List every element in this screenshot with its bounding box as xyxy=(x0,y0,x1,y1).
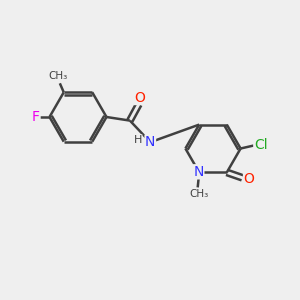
Text: N: N xyxy=(145,135,155,149)
Text: F: F xyxy=(32,110,40,124)
Text: CH₃: CH₃ xyxy=(49,71,68,81)
Text: O: O xyxy=(244,172,254,186)
Text: O: O xyxy=(134,91,145,104)
Text: Cl: Cl xyxy=(254,138,268,152)
Text: CH₃: CH₃ xyxy=(190,189,209,199)
Text: N: N xyxy=(194,165,204,179)
Text: H: H xyxy=(134,135,142,145)
